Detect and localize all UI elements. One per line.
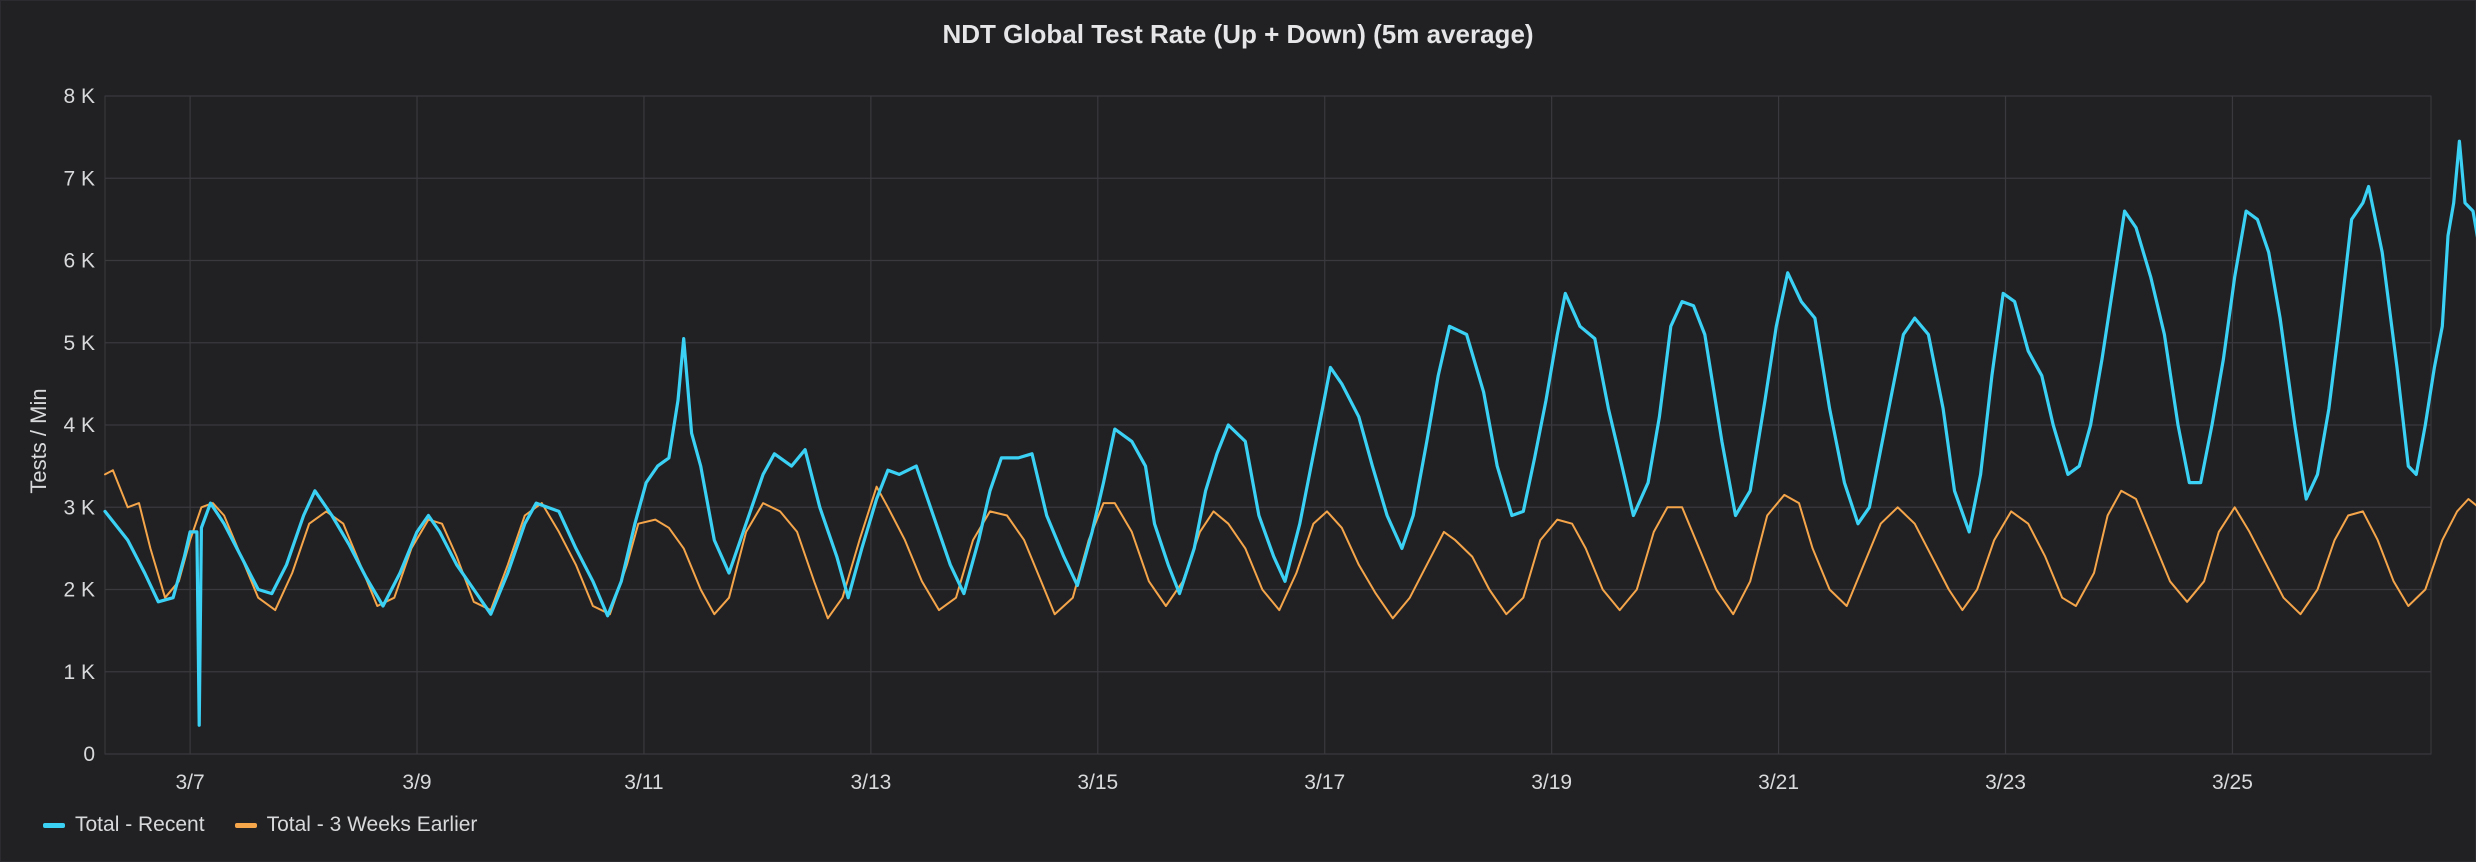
series-lines	[103, 139, 2476, 727]
grid-lines	[104, 95, 2432, 755]
legend-label-total-recent: Total - Recent	[75, 813, 205, 836]
x-tick-label: 3/11	[624, 771, 663, 794]
y-tick-label: 7 K	[63, 167, 95, 190]
y-axis-label: Tests / Min	[26, 388, 51, 493]
chart-title: NDT Global Test Rate (Up + Down) (5m ave…	[942, 19, 1534, 49]
x-tick-label: 3/7	[175, 771, 204, 794]
y-tick-label: 2 K	[63, 579, 95, 602]
legend-item-total-3-weeks-earlier[interactable]: Total - 3 Weeks Earlier	[234, 813, 478, 837]
legend-swatch-total-3-weeks-earlier	[234, 822, 257, 828]
x-tick-label: 3/23	[1985, 771, 2026, 794]
y-tick-label: 4 K	[63, 414, 95, 437]
series-line-total-recent	[103, 139, 2476, 727]
series-line-total-3-weeks-earlier	[104, 469, 2476, 620]
x-tick-label: 3/13	[850, 771, 891, 794]
x-tick-label: 3/21	[1758, 771, 1799, 794]
legend-label-total-3-weeks-earlier: Total - 3 Weeks Earlier	[266, 813, 478, 836]
x-tick-label: 3/19	[1531, 771, 1572, 794]
x-axis-ticks: 3/7 3/9 3/11 3/13 3/15 3/17 3/19 3/21 3/23 3/25	[175, 771, 2252, 794]
y-tick-label: 6 K	[63, 250, 95, 273]
y-tick-label: 1 K	[63, 661, 95, 684]
x-tick-label: 3/15	[1077, 771, 1118, 794]
y-tick-label: 8 K	[63, 85, 95, 108]
y-tick-label: 3 K	[63, 496, 95, 519]
chart-plot: 0 1 K 2 K 3 K 4 K 5 K 6 K 7 K 8 K 3/7 3/9 3/11 3/13…	[26, 85, 2476, 794]
legend: Total - Recent Total - 3 Weeks Earlier	[43, 813, 477, 837]
x-tick-label: 3/17	[1304, 771, 1345, 794]
x-tick-label: 3/25	[2212, 771, 2253, 794]
legend-swatch-total-recent	[43, 822, 65, 828]
y-tick-label: 5 K	[63, 332, 95, 355]
y-tick-label: 0	[83, 743, 95, 766]
x-tick-label: 3/9	[402, 771, 431, 794]
y-axis-ticks: 0 1 K 2 K 3 K 4 K 5 K 6 K 7 K 8 K	[63, 85, 95, 766]
legend-item-total-recent[interactable]: Total - Recent	[43, 813, 205, 837]
